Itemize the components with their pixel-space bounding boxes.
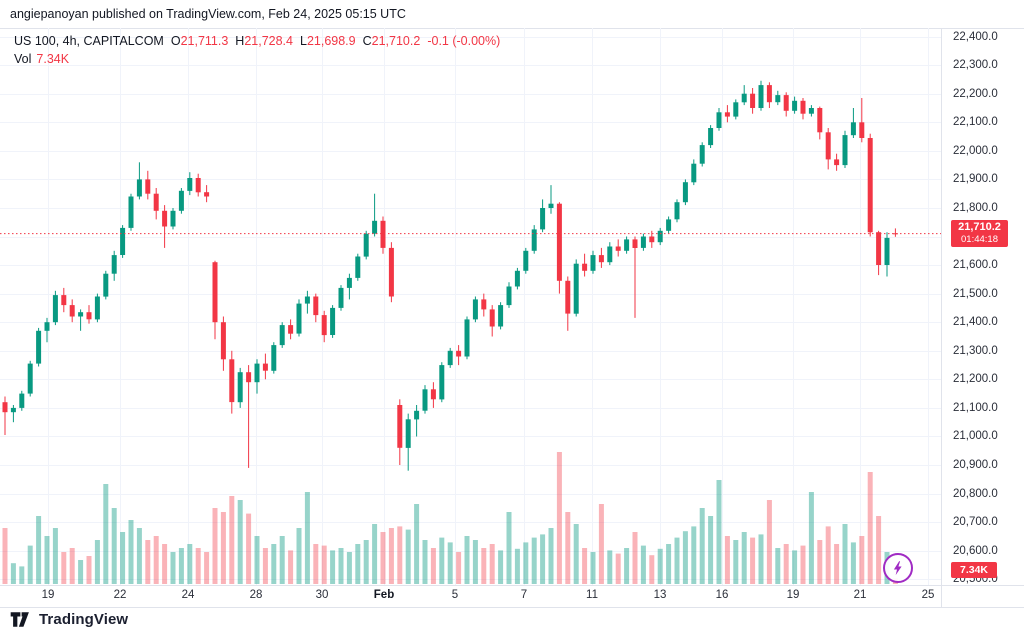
price-tick-label: 20,900.0 <box>953 459 998 472</box>
time-tick-label: Feb <box>373 589 395 601</box>
price-tick-label: 21,800.0 <box>953 201 998 214</box>
price-tick-label: 21,100.0 <box>953 401 998 414</box>
chart-frame-bottom-border <box>0 607 1024 608</box>
time-tick-label: 28 <box>249 589 263 601</box>
price-tick-label: 20,600.0 <box>953 544 998 557</box>
time-tick-label: 30 <box>315 589 329 601</box>
price-axis-separator <box>941 29 942 607</box>
time-axis-separator <box>0 585 1024 586</box>
price-tick-label: 22,100.0 <box>953 116 998 129</box>
tradingview-logo[interactable]: TradingView <box>10 611 128 628</box>
time-tick-label: 24 <box>181 589 195 601</box>
price-tick-label: 22,400.0 <box>953 30 998 43</box>
candlestick-chart-canvas[interactable] <box>0 0 941 585</box>
last-price-badge: 21,710.2 01:44:18 <box>951 220 1008 248</box>
price-tick-label: 20,700.0 <box>953 516 998 529</box>
time-axis[interactable]: 19 22 24 28 30 Feb 5 7 11 13 16 19 21 25 <box>0 585 941 607</box>
change-value: -0.1 (-0.00%) <box>427 34 501 48</box>
price-tick-label: 21,000.0 <box>953 430 998 443</box>
price-tick-label: 22,300.0 <box>953 59 998 72</box>
price-axis[interactable]: 22,400.0 22,300.0 22,200.0 22,100.0 22,000.0… <box>941 28 1024 585</box>
legend-volume-row: Vol 7.34K <box>14 51 500 68</box>
price-tick-label: 20,800.0 <box>953 487 998 500</box>
price-tick-label: 21,400.0 <box>953 316 998 329</box>
ohlc-open: O21,711.3 <box>170 34 229 48</box>
last-price-value: 21,710.2 <box>958 221 1001 234</box>
time-tick-label: 25 <box>921 589 935 601</box>
time-tick-label: 21 <box>853 589 867 601</box>
tradingview-logo-icon <box>10 612 29 627</box>
volume-series <box>2 452 898 584</box>
candlestick-series <box>2 80 898 471</box>
price-tick-label: 21,900.0 <box>953 173 998 186</box>
volume-label: Vol <box>14 52 32 66</box>
price-tick-label: 21,600.0 <box>953 259 998 272</box>
ohlc-values: O21,711.3 H21,728.4 L21,698.9 C21,710.2 <box>164 34 421 48</box>
ohlc-high: H21,728.4 <box>235 34 293 48</box>
time-tick-label: 11 <box>586 589 598 601</box>
time-tick-label: 16 <box>715 589 729 601</box>
price-tick-label: 22,000.0 <box>953 144 998 157</box>
grid-lines <box>0 28 941 585</box>
chart-legend: US 100, 4h, CAPITALCOM O21,711.3 H21,728.4… <box>14 33 500 68</box>
price-tick-label: 21,500.0 <box>953 287 998 300</box>
time-tick-label: 19 <box>786 589 800 601</box>
chart-frame-top-border <box>0 28 1024 29</box>
price-tick-label: 21,200.0 <box>953 373 998 386</box>
bar-countdown: 01:44:18 <box>961 234 998 246</box>
volume-axis-badge: 7.34K <box>951 562 997 578</box>
ohlc-close: C21,710.2 <box>362 34 421 48</box>
boost-button[interactable] <box>883 553 913 583</box>
symbol-title: US 100, 4h, CAPITALCOM <box>14 34 164 48</box>
time-tick-label: 5 <box>451 589 459 601</box>
attribution-text: angiepanoyan published on TradingView.co… <box>10 7 406 21</box>
ohlc-low: L21,698.9 <box>300 34 356 48</box>
lightning-icon <box>893 561 902 576</box>
legend-symbol-row: US 100, 4h, CAPITALCOM O21,711.3 H21,728.4… <box>14 33 500 50</box>
time-tick-label: 7 <box>520 589 528 601</box>
price-tick-label: 21,300.0 <box>953 344 998 357</box>
price-tick-label: 22,200.0 <box>953 87 998 100</box>
volume-value: 7.34K <box>36 52 70 66</box>
time-tick-label: 13 <box>653 589 667 601</box>
tradingview-logo-text: TradingView <box>39 611 129 628</box>
time-tick-label: 22 <box>113 589 127 601</box>
time-tick-label: 19 <box>41 589 55 601</box>
